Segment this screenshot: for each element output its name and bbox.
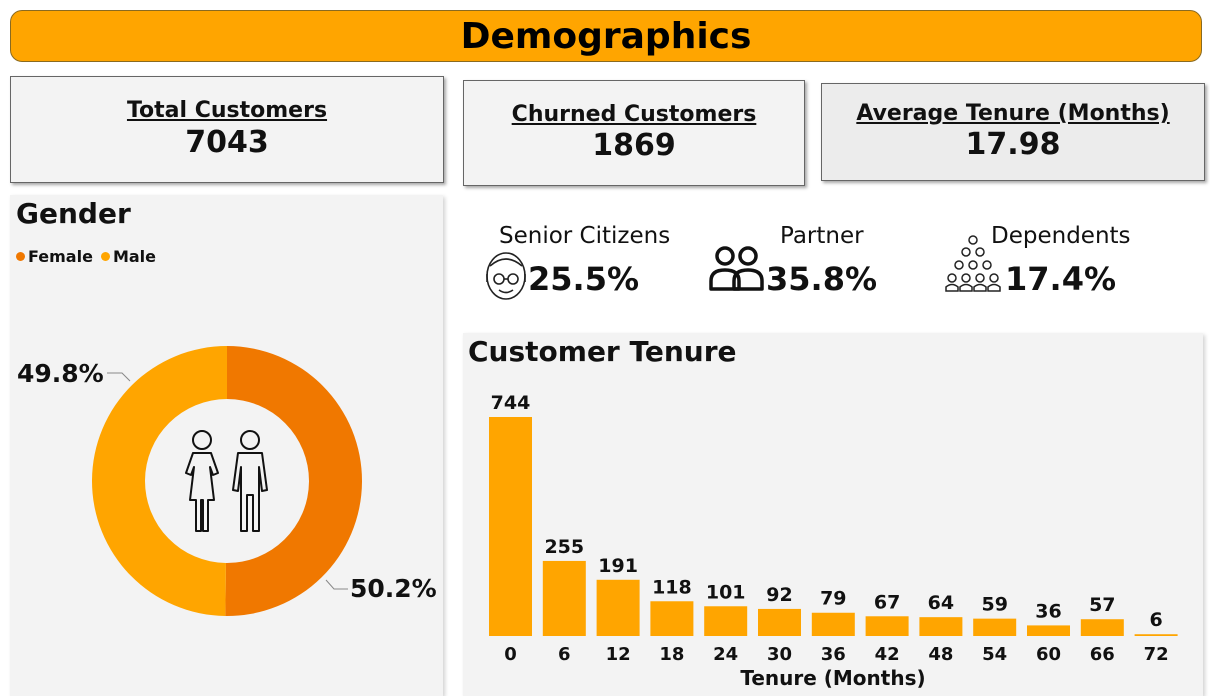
tenure-bar-48	[919, 617, 963, 636]
tenure-x-tick-label: 36	[821, 644, 846, 665]
tenure-bar-42	[865, 616, 909, 636]
tenure-bar-value-label: 255	[544, 536, 584, 558]
tenure-bar-60	[1027, 625, 1070, 636]
legend-item-male: Male	[100, 247, 156, 266]
tenure-bar-value-label: 101	[706, 581, 746, 603]
tenure-bar-72	[1134, 634, 1178, 636]
partner-value: 35.8%	[766, 260, 878, 298]
gender-donut-chart: 49.8% 50.2%	[17, 346, 437, 616]
gender-panel: Gender Female Male 49.8% 50.2%	[10, 195, 443, 696]
legend-label-female: Female	[28, 247, 93, 266]
tenure-bar-6	[542, 560, 586, 636]
donut-label-male: 49.8%	[17, 359, 104, 388]
tenure-bar-66	[1080, 619, 1124, 636]
tenure-bar-value-label: 57	[1089, 594, 1115, 616]
senior-citizens-stat: Senior Citizens 25.5%	[470, 218, 700, 308]
tenure-bar-value-label: 6	[1149, 609, 1162, 631]
tenure-x-tick-label: 24	[713, 644, 738, 665]
gender-title: Gender	[16, 197, 131, 230]
donut-label-female: 50.2%	[350, 574, 437, 603]
partner-stat: Partner 35.8%	[705, 218, 905, 308]
leader-line-male	[107, 372, 131, 382]
tenure-bar-12	[596, 579, 640, 636]
tenure-bar-value-label: 79	[820, 588, 846, 610]
tenure-bar-chart: 744 0 255 6 191 12 118 18 101 24 92 30 79 36 67 42 64 48 5…	[489, 392, 1178, 690]
tenure-bar-value-label: 67	[874, 591, 900, 613]
partner-people-icon	[709, 246, 764, 291]
tenure-x-tick-label: 12	[606, 644, 631, 665]
tenure-x-tick-label: 30	[767, 644, 792, 665]
legend-label-male: Male	[112, 247, 156, 266]
tenure-bar-value-label: 64	[928, 592, 954, 614]
tenure-x-tick-label: 60	[1036, 644, 1061, 665]
donut-slice-female	[225, 346, 362, 616]
dependents-label: Dependents	[991, 223, 1131, 249]
tenure-chart-title: Customer Tenure	[468, 335, 737, 368]
legend-dot-female	[16, 252, 25, 261]
tenure-bar-value-label: 118	[652, 576, 692, 598]
tenure-bar-36	[811, 612, 855, 636]
senior-citizens-value: 25.5%	[528, 260, 640, 298]
tenure-bar-30	[758, 608, 801, 636]
dependents-group-icon	[945, 235, 1001, 292]
dependents-value: 17.4%	[1005, 260, 1117, 298]
tenure-bar-24	[704, 606, 748, 636]
header-banner: Demographics	[10, 10, 1202, 62]
average-tenure-value: 17.98	[965, 127, 1061, 163]
senior-citizens-label: Senior Citizens	[499, 223, 671, 249]
customer-tenure-panel: Customer Tenure 744 0 255 6 191 12 118 18 101 24 9…	[463, 333, 1203, 696]
tenure-bar-54	[973, 618, 1017, 636]
gender-legend: Female Male	[16, 247, 164, 266]
tenure-x-tick-label: 54	[982, 644, 1007, 665]
total-customers-label: Total Customers	[126, 98, 328, 124]
tenure-x-tick-label: 66	[1090, 644, 1115, 665]
tenure-x-tick-label: 18	[659, 644, 684, 665]
total-customers-card: Total Customers 7043	[10, 76, 444, 183]
tenure-bar-value-label: 92	[766, 584, 792, 606]
partner-label: Partner	[780, 223, 864, 249]
page-title: Demographics	[460, 15, 752, 57]
legend-dot-male	[100, 252, 110, 261]
tenure-x-tick-label: 42	[875, 644, 900, 665]
tenure-x-tick-label: 48	[928, 644, 953, 665]
churned-customers-card: Churned Customers 1869	[463, 80, 805, 186]
tenure-x-tick-label: 0	[504, 644, 517, 665]
total-customers-value: 7043	[185, 124, 269, 160]
churned-customers-label: Churned Customers	[511, 101, 757, 127]
tenure-x-tick-label: 72	[1144, 644, 1169, 665]
average-tenure-card: Average Tenure (Months) 17.98	[821, 83, 1205, 181]
dependents-stat: Dependents 17.4%	[940, 218, 1190, 308]
tenure-bar-value-label: 191	[598, 555, 638, 577]
gender-couple-icon	[185, 430, 268, 532]
senior-citizen-icon	[486, 252, 526, 300]
average-tenure-label: Average Tenure (Months)	[856, 100, 1170, 126]
churned-customers-value: 1869	[592, 128, 676, 164]
legend-item-female: Female	[16, 247, 93, 266]
leader-line-female	[325, 579, 348, 590]
tenure-x-tick-label: 6	[558, 644, 571, 665]
tenure-bar-18	[650, 601, 694, 636]
tenure-x-axis-label: Tenure (Months)	[740, 666, 925, 690]
tenure-bar-0	[489, 417, 532, 636]
tenure-bar-value-label: 59	[981, 594, 1007, 616]
donut-slice-male	[91, 346, 228, 616]
tenure-bar-value-label: 36	[1035, 600, 1061, 622]
tenure-bar-value-label: 744	[491, 392, 531, 414]
